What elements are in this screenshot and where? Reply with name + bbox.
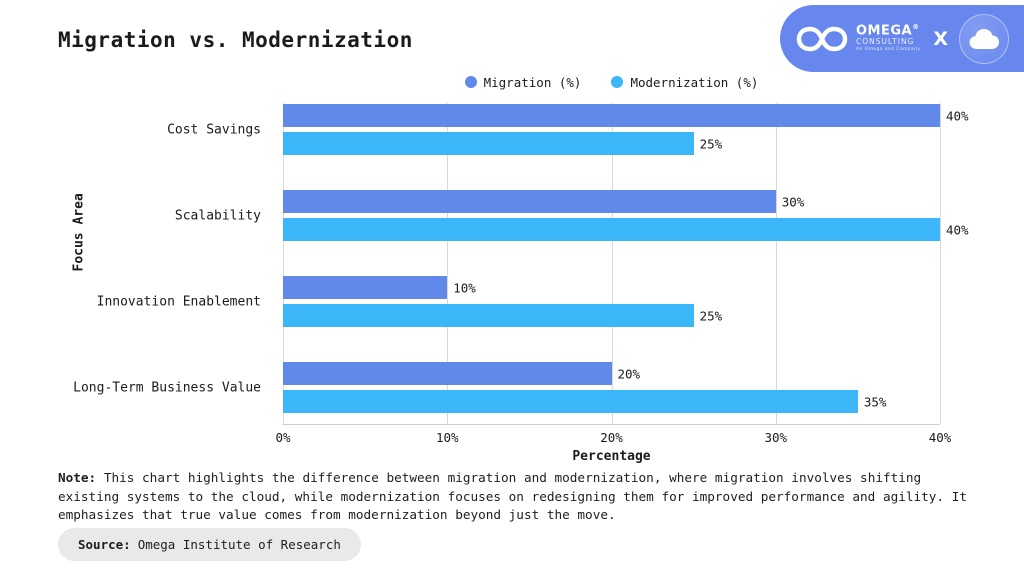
- plot-area: 40% 25% 30% 40% 10% 25% 20% 35%: [283, 103, 969, 425]
- legend-dot-icon: [464, 76, 477, 88]
- bar-value-label: 10%: [453, 280, 476, 295]
- gridline: [611, 103, 613, 424]
- x-tick-label: 0%: [275, 430, 291, 445]
- category-label: Scalability: [174, 208, 261, 223]
- note-label: Note:: [58, 470, 97, 485]
- source-text: Omega Institute of Research: [137, 537, 341, 552]
- bar-migration[interactable]: [283, 190, 776, 213]
- legend-item[interactable]: Modernization (%): [611, 75, 758, 90]
- category-label: Cost Savings: [167, 122, 261, 137]
- x-axis-title: Percentage: [572, 449, 651, 464]
- chart-legend: Migration (%) Modernization (%): [283, 72, 940, 92]
- bar-row: 30%: [283, 190, 940, 213]
- legend-item[interactable]: Migration (%): [464, 74, 582, 90]
- bar-row: 25%: [283, 304, 940, 327]
- bar-value-label: 40%: [946, 222, 969, 237]
- category-label: Long-Term Business Value: [73, 380, 261, 395]
- gridline: [775, 103, 777, 424]
- bar-modernization[interactable]: [283, 132, 694, 155]
- bar-value-label: 40%: [946, 108, 969, 123]
- x-axis-ticks: 0% 10% 20% 30% 40%: [275, 430, 951, 446]
- legend-label: Modernization (%): [630, 74, 759, 90]
- infinity-logo-icon: [796, 24, 848, 54]
- bar-value-label: 20%: [617, 366, 641, 381]
- bar-value-label: 30%: [781, 194, 805, 209]
- page-title: Migration vs. Modernization: [58, 28, 413, 52]
- bar-modernization[interactable]: [283, 218, 940, 241]
- x-tick-label: 30%: [764, 430, 788, 445]
- note-body: This chart highlights the difference bet…: [58, 470, 967, 522]
- brand-subtitle: CONSULTING: [856, 37, 915, 47]
- registered-mark: ®: [912, 23, 920, 32]
- gridline: [283, 103, 284, 424]
- bar-row: 40%: [283, 218, 969, 241]
- brand-name: OMEGA®: [856, 23, 920, 39]
- brand-text: OMEGA® CONSULTING An Omega and Company: [856, 24, 920, 53]
- source-pill: Source: Omega Institute of Research: [58, 528, 361, 561]
- bar-migration[interactable]: [283, 104, 940, 127]
- bar-value-label: 25%: [699, 308, 723, 323]
- x-tick-label: 40%: [928, 430, 952, 445]
- bar-migration[interactable]: [283, 362, 612, 385]
- legend-label: Migration (%): [483, 74, 582, 90]
- x-tick-label: 10%: [435, 430, 459, 445]
- bar-row: 35%: [283, 390, 940, 413]
- gridline: [940, 103, 941, 424]
- bar-modernization[interactable]: [283, 390, 858, 413]
- y-axis-title: Focus Area: [71, 193, 87, 272]
- bar-row: 40%: [283, 104, 969, 127]
- bar-migration[interactable]: [283, 276, 448, 299]
- legend-dot-icon: [611, 76, 624, 88]
- brand-badge: OMEGA® CONSULTING An Omega and Company X: [780, 5, 1024, 72]
- bar-row: 20%: [283, 362, 940, 385]
- bar-modernization[interactable]: [283, 304, 694, 327]
- x-tick-label: 20%: [600, 430, 623, 445]
- cloud-icon: [969, 28, 1000, 49]
- brand-separator: X: [933, 27, 949, 50]
- note-text: Note: This chart highlights the differen…: [58, 469, 983, 525]
- bar-value-label: 25%: [699, 136, 723, 151]
- cloud-badge-circle: [959, 13, 1010, 64]
- bar-row: 10%: [283, 276, 940, 299]
- brand-tagline: An Omega and Company: [856, 47, 921, 53]
- gridline: [447, 103, 449, 424]
- bar-row: 25%: [283, 132, 940, 155]
- bar-value-label: 35%: [863, 394, 887, 409]
- category-label: Innovation Enablement: [96, 294, 261, 309]
- source-label: Source:: [78, 537, 131, 552]
